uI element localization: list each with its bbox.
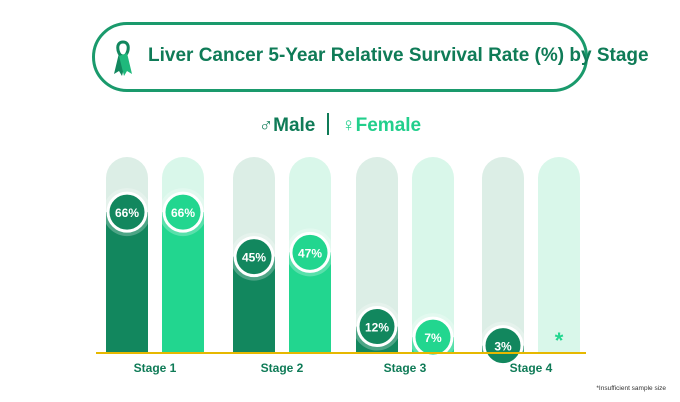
title-frame: [92, 22, 588, 92]
legend: ♂Male ♀Female: [0, 113, 680, 137]
data-label: 66%: [171, 206, 195, 220]
x-tick-label: Stage 3: [384, 361, 427, 375]
label-badge: [233, 236, 275, 278]
label-badge: [482, 325, 524, 367]
label-badge: [356, 306, 398, 348]
bar-track: [482, 157, 524, 352]
bar-track: [412, 157, 454, 352]
legend-male-label: Male: [273, 115, 316, 136]
bar: [106, 212, 148, 352]
label-badge: [412, 316, 454, 358]
data-label: 47%: [298, 246, 322, 260]
label-badge: [289, 231, 331, 273]
bar: [162, 212, 204, 352]
data-label: 12%: [365, 321, 389, 335]
legend-divider: [327, 113, 330, 135]
data-label: *: [555, 328, 564, 353]
data-label: 45%: [242, 251, 266, 265]
bar-track: [538, 157, 580, 352]
data-label: 7%: [424, 331, 442, 345]
label-badge: [162, 191, 204, 233]
chart-title: Liver Cancer 5-Year Relative Survival Ra…: [148, 45, 649, 66]
legend-female-symbol: ♀: [341, 115, 356, 136]
footnote: *Insufficient sample size: [596, 385, 666, 392]
x-tick-label: Stage 4: [510, 361, 553, 375]
awareness-ribbon-icon: [114, 40, 132, 76]
legend-female-label: Female: [355, 115, 422, 136]
x-tick-label: Stage 2: [261, 361, 304, 375]
label-badge: [106, 191, 148, 233]
bar-track: [356, 157, 398, 352]
data-label: 66%: [115, 206, 139, 220]
legend-male-symbol: ♂: [258, 115, 274, 136]
data-label: 3%: [494, 340, 512, 354]
x-tick-label: Stage 1: [134, 361, 177, 375]
